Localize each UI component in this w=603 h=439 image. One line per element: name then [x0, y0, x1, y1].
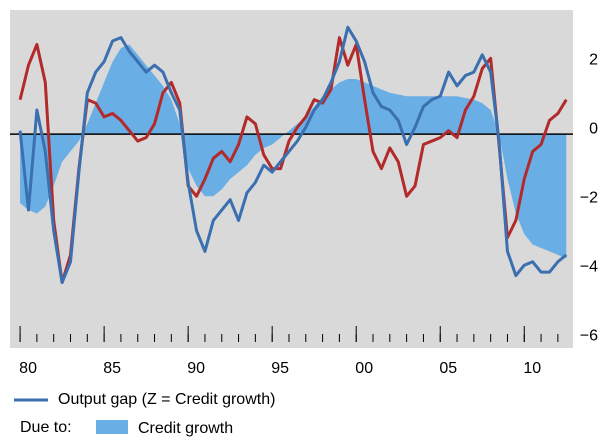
y-tick-label: −2 [580, 189, 598, 206]
credit-area [20, 44, 567, 259]
plot-background [10, 10, 573, 348]
x-tick-label: 85 [103, 360, 121, 377]
y-tick-label: −4 [580, 258, 598, 275]
legend-label: Credit growth [138, 420, 233, 437]
x-tick-label: 95 [271, 360, 289, 377]
legend-swatch [96, 420, 128, 434]
x-tick-label: 10 [523, 360, 541, 377]
legend-label: Output gap (Z = Credit growth) [58, 391, 275, 408]
x-tick-label: 00 [355, 360, 373, 377]
x-tick-label: 90 [187, 360, 205, 377]
y-tick-label: −6 [580, 327, 598, 344]
legend-prefix: Due to: [20, 419, 72, 436]
series-line [18, 25, 568, 284]
series-line [18, 36, 568, 284]
x-tick-label: 80 [19, 360, 37, 377]
y-tick-label: 0 [589, 120, 598, 137]
x-tick-label: 05 [439, 360, 457, 377]
y-tick-label: 2 [589, 51, 598, 68]
